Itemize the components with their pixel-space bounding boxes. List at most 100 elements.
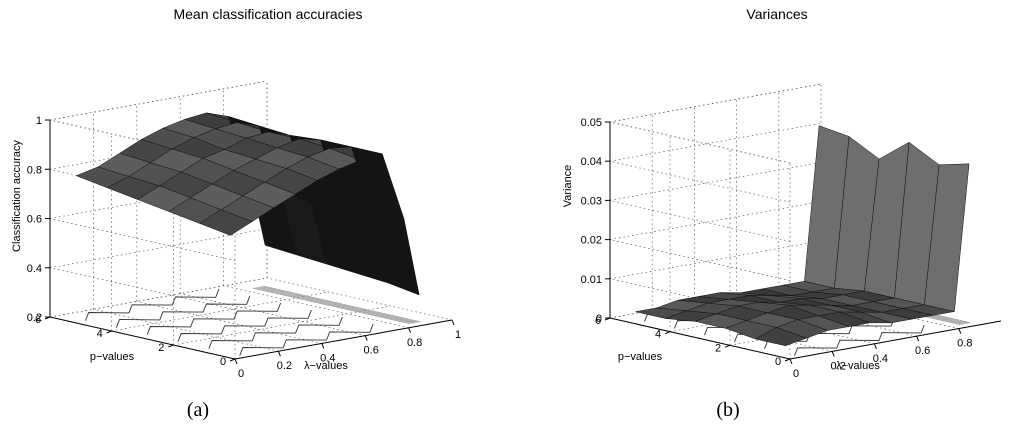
y-tick-label: 6 bbox=[595, 315, 601, 327]
z-tick-label: 1 bbox=[36, 115, 42, 127]
z-tick-label: 0.6 bbox=[27, 214, 42, 226]
y-tick-label: 0 bbox=[775, 356, 781, 368]
z-tick-label: 0.4 bbox=[27, 263, 42, 275]
x-tick-mark bbox=[364, 335, 368, 341]
contour-line bbox=[208, 316, 343, 349]
y-tick-mark bbox=[168, 344, 174, 348]
y-tick-label: 2 bbox=[158, 342, 164, 354]
x-tick-label: 0 bbox=[238, 368, 244, 380]
x-tick-label: 0.6 bbox=[364, 345, 379, 357]
grid-line bbox=[49, 80, 268, 121]
grid-line bbox=[49, 277, 268, 318]
grid-line bbox=[609, 239, 791, 281]
z-tick-label: 0.02 bbox=[581, 235, 602, 247]
grid-line bbox=[111, 291, 329, 332]
surface-patch bbox=[372, 216, 420, 296]
z-tick-label: 0.01 bbox=[581, 274, 602, 286]
panel-a-title: Mean classification accuracies bbox=[173, 6, 362, 22]
surface bbox=[75, 112, 420, 296]
x-tick-mark bbox=[958, 328, 962, 334]
y-axis bbox=[49, 316, 236, 360]
x-tick-mark bbox=[321, 343, 325, 349]
x-tick-label: 0.4 bbox=[873, 353, 888, 365]
panel-a: Mean classification accuracies Classific… bbox=[11, 6, 461, 421]
x-tick-mark bbox=[789, 358, 793, 365]
x-axis bbox=[789, 320, 1002, 360]
grid-line bbox=[93, 308, 279, 352]
x-tick-mark bbox=[408, 327, 412, 333]
x-tick-label: 0 bbox=[793, 368, 799, 380]
x-tick-label: 0.4 bbox=[320, 352, 335, 364]
grid-line bbox=[180, 293, 366, 336]
y-axis bbox=[609, 317, 791, 360]
surface-patch bbox=[924, 163, 970, 312]
z-tick-label: 0.05 bbox=[581, 117, 602, 129]
grid-line bbox=[609, 200, 791, 242]
y-tick-label: 0 bbox=[220, 356, 226, 368]
y-tick-mark bbox=[784, 358, 791, 362]
contour-line bbox=[115, 295, 251, 328]
panel-b: Variances Variance p−values λ−values (b)… bbox=[562, 6, 1002, 421]
panel-a-z-label: Classification accuracy bbox=[11, 140, 23, 252]
grid-line bbox=[49, 179, 268, 219]
panel-a-caption: (a) bbox=[187, 399, 209, 421]
grid-line bbox=[609, 121, 791, 164]
panel-a-y-label: p−values bbox=[90, 351, 135, 363]
contour-line bbox=[258, 286, 416, 324]
y-tick-mark bbox=[229, 358, 236, 362]
x-tick-mark bbox=[831, 351, 835, 357]
z-tick-label: 0.03 bbox=[581, 195, 602, 207]
grid-line bbox=[49, 277, 268, 318]
grid-line bbox=[609, 240, 822, 280]
x-tick-label: 0.6 bbox=[915, 345, 930, 357]
panel-b-caption: (b) bbox=[716, 399, 739, 421]
x-axis bbox=[234, 319, 453, 360]
z-tick-label: 0.8 bbox=[27, 164, 42, 176]
z-tick-label: 0.04 bbox=[581, 156, 602, 168]
x-tick-label: 0.8 bbox=[407, 337, 422, 349]
panel-b-z-label: Variance bbox=[562, 165, 574, 208]
y-tick-label: 4 bbox=[97, 328, 103, 340]
contour-line bbox=[255, 287, 413, 324]
grid-line bbox=[609, 122, 822, 162]
contour-line bbox=[794, 324, 925, 356]
x-tick-label: 0.2 bbox=[277, 360, 292, 372]
contour-line bbox=[239, 323, 374, 356]
panel-a-x-label: λ−values bbox=[304, 360, 348, 372]
x-tick-mark bbox=[451, 319, 455, 326]
y-tick-mark bbox=[724, 344, 731, 348]
y-tick-label: 2 bbox=[715, 342, 721, 354]
x-tick-mark bbox=[234, 358, 238, 365]
x-tick-label: 0.8 bbox=[957, 338, 972, 350]
grid-line bbox=[609, 83, 822, 123]
panel-b-title: Variances bbox=[746, 6, 807, 22]
panel-b-y-label: p−values bbox=[618, 351, 663, 363]
x-tick-mark bbox=[277, 351, 281, 357]
y-tick-mark bbox=[664, 331, 671, 335]
grid-line bbox=[609, 201, 822, 240]
z-tick-label: 0 bbox=[596, 313, 602, 325]
contour-line bbox=[252, 287, 411, 325]
y-tick-mark bbox=[106, 330, 112, 334]
grid-line bbox=[49, 129, 268, 170]
grid-line bbox=[49, 80, 268, 121]
grid-line bbox=[49, 228, 268, 269]
contour-line bbox=[263, 285, 421, 323]
x-tick-label: 0.2 bbox=[831, 360, 846, 372]
contour-line bbox=[85, 288, 220, 321]
grid-line bbox=[136, 301, 322, 344]
grid-line bbox=[49, 267, 236, 311]
grid-line bbox=[609, 160, 791, 203]
grid-line bbox=[609, 278, 791, 321]
contour-line bbox=[146, 302, 282, 335]
grid-line bbox=[609, 162, 822, 201]
grid-line bbox=[223, 285, 409, 329]
z-tick-label: 0.2 bbox=[27, 312, 42, 324]
grid-line bbox=[266, 277, 453, 321]
y-tick-label: 4 bbox=[655, 329, 661, 341]
panel-b-x-label: λ−values bbox=[836, 360, 880, 372]
x-tick-mark bbox=[916, 336, 920, 342]
grid-line bbox=[49, 218, 236, 261]
contour-line bbox=[260, 286, 419, 323]
